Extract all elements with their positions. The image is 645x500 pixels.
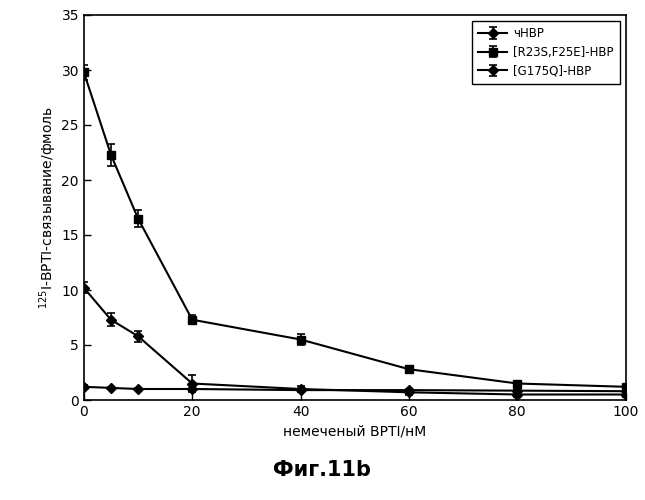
X-axis label: немеченый BPTI/нМ: немеченый BPTI/нМ	[283, 424, 426, 438]
Legend: чНВР, [R23S,F25E]-НВР, [G175Q]-НВР: чНВР, [R23S,F25E]-НВР, [G175Q]-НВР	[472, 21, 620, 84]
Text: Фиг.11b: Фиг.11b	[273, 460, 372, 480]
Y-axis label: $^{125}$I-BPTI-связывание/фмоль: $^{125}$I-BPTI-связывание/фмоль	[37, 106, 59, 309]
